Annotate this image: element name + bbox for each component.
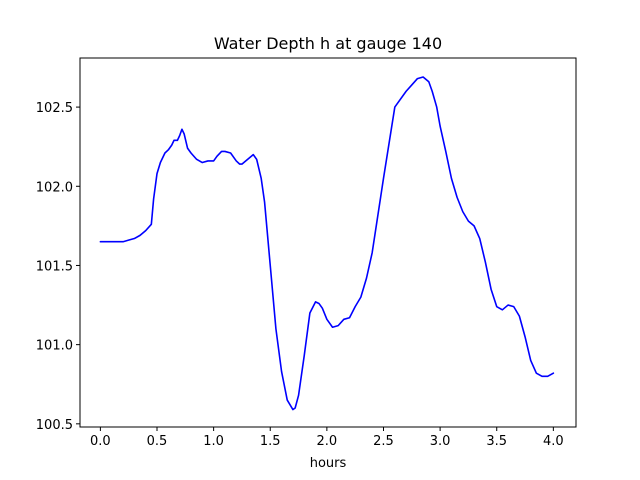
x-tick-label: 0.5 <box>147 434 168 449</box>
chart-title: Water Depth h at gauge 140 <box>214 34 442 53</box>
y-axis: 100.5 101.0 101.5 102.0 102.5 <box>36 101 80 433</box>
plot-area-frame <box>79 57 577 428</box>
x-tick-label: 3.0 <box>430 434 451 449</box>
y-tick-label: 102.0 <box>36 180 73 195</box>
x-tick-label: 1.5 <box>260 434 281 449</box>
series-line <box>99 76 555 411</box>
x-tick-label: 3.5 <box>486 434 507 449</box>
x-tick-label: 0.0 <box>90 434 111 449</box>
x-tick-label: 4.0 <box>543 434 564 449</box>
x-tick-label: 2.5 <box>373 434 394 449</box>
y-tick-label: 101.5 <box>36 259 73 274</box>
x-tick-label: 2.0 <box>317 434 338 449</box>
y-tick-label: 100.5 <box>36 418 73 433</box>
x-axis: 0.0 0.5 1.0 1.5 2.0 2.5 3.0 3.5 4.0 <box>90 427 564 449</box>
x-tick-label: 1.0 <box>203 434 224 449</box>
y-tick-label: 101.0 <box>36 339 73 354</box>
y-tick-label: 102.5 <box>36 101 73 116</box>
x-axis-label: hours <box>310 456 347 471</box>
